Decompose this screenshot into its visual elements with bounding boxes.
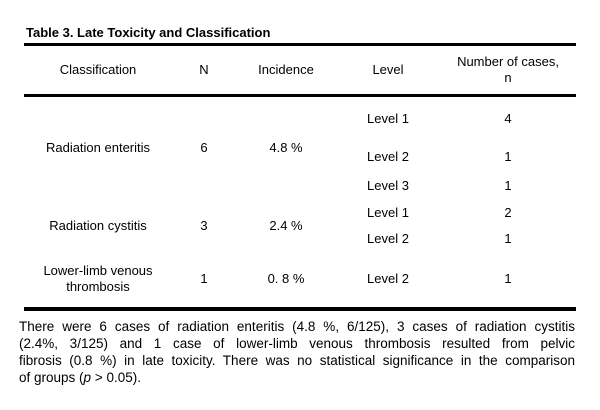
cell-cases: 1 (504, 230, 512, 246)
footnote-p-value-symbol: p (83, 369, 92, 385)
cell-classification: Lower-limb venous thrombosis (43, 263, 153, 294)
table-row: Radiation enteritis 6 4.8 % Level 1 4 (24, 96, 576, 155)
cell-classification: Radiation cystitis (49, 217, 147, 233)
cell-n: 1 (200, 271, 208, 286)
cell-cases: 1 (504, 271, 512, 286)
col-header-number-of-cases-line2: n (504, 70, 512, 85)
table-row: Level 2 1 (24, 142, 576, 172)
table-row: Level 2 1 (24, 226, 576, 252)
cell-incidence: 2.4 % (269, 217, 303, 233)
cell-level: Level 2 (367, 230, 409, 246)
footnote-line: There were 6 cases of radiation enteriti… (19, 318, 575, 334)
col-header-level: Level (372, 62, 404, 77)
cell-incidence: 0. 8 % (267, 271, 305, 286)
cell-n: 6 (200, 140, 208, 156)
table-title: Table 3. Late Toxicity and Classificatio… (26, 25, 271, 40)
cell-level: Level 1 (367, 111, 409, 127)
footnote-last-line-suffix: > 0.05). (91, 369, 141, 385)
cell-level: Level 1 (367, 204, 409, 220)
table-row: Lower-limb venous thrombosis 1 0. 8 % Le… (24, 252, 576, 309)
cell-cases: 2 (504, 204, 512, 220)
cell-incidence: 4.8 % (269, 140, 303, 156)
col-header-incidence: Incidence (258, 62, 314, 77)
cell-level: Level 2 (367, 271, 409, 286)
table-body: Radiation enteritis 6 4.8 % Level 1 4 Le… (24, 96, 576, 309)
cell-cases: 1 (504, 177, 512, 193)
footnote-line: (2.4%, 3/125) and 1 case of lower-limb v… (19, 335, 575, 351)
cell-cases: 4 (504, 111, 512, 127)
table-header: Classification N Incidence Level Number … (24, 45, 576, 96)
late-toxicity-table: Classification N Incidence Level Number … (24, 43, 576, 311)
cell-classification: Radiation enteritis (45, 140, 151, 156)
table-row: Radiation cystitis 3 2.4 % Level 1 2 (24, 200, 576, 233)
cell-level: Level 2 (367, 148, 409, 164)
header-row: Classification N Incidence Level Number … (24, 45, 576, 96)
table-row: Level 3 1 (24, 172, 576, 200)
cell-cases: 1 (504, 148, 512, 164)
table-footnote: There were 6 cases of radiation enteriti… (19, 318, 575, 386)
cell-level: Level 3 (367, 177, 409, 193)
cell-n: 3 (200, 217, 208, 233)
footnote-last-line-prefix: of groups ( (19, 369, 84, 385)
footnote-line: of groups (p > 0.05). (19, 369, 575, 386)
col-header-number-of-cases: Number of cases, n (440, 45, 576, 96)
col-header-n: N (199, 62, 209, 77)
col-header-classification: Classification (59, 62, 137, 77)
footnote-line: fibrosis (0.8 %) in late toxicity. There… (19, 352, 575, 368)
col-header-number-of-cases-line1: Number of cases, (457, 54, 559, 69)
